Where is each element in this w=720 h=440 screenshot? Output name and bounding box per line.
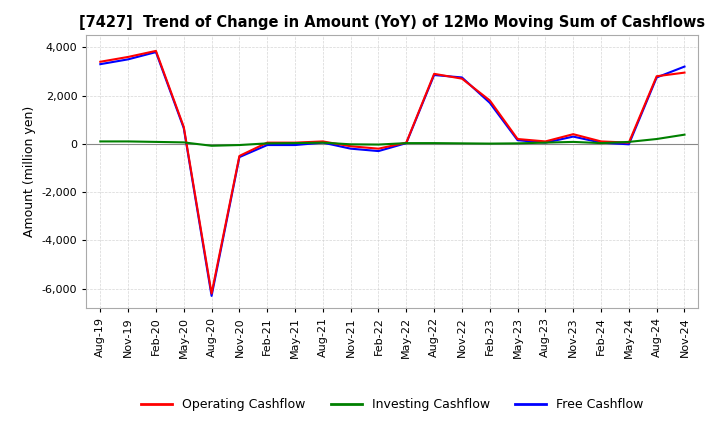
Investing Cashflow: [597, 140, 606, 146]
Free Cashflow: [374, 148, 383, 154]
Operating Cashflow: [541, 139, 550, 144]
Operating Cashflow: [96, 59, 104, 64]
Investing Cashflow: [430, 140, 438, 146]
Operating Cashflow: [485, 98, 494, 103]
Operating Cashflow: [318, 139, 327, 144]
Free Cashflow: [346, 146, 355, 151]
Investing Cashflow: [179, 140, 188, 145]
Free Cashflow: [207, 293, 216, 299]
Operating Cashflow: [430, 71, 438, 77]
Operating Cashflow: [291, 140, 300, 145]
Operating Cashflow: [597, 139, 606, 144]
Investing Cashflow: [652, 136, 661, 142]
Line: Operating Cashflow: Operating Cashflow: [100, 51, 685, 293]
Free Cashflow: [485, 100, 494, 106]
Free Cashflow: [513, 138, 522, 143]
Investing Cashflow: [235, 143, 243, 148]
Investing Cashflow: [96, 139, 104, 144]
Operating Cashflow: [402, 140, 410, 145]
Investing Cashflow: [458, 141, 467, 146]
Operating Cashflow: [263, 140, 271, 145]
Free Cashflow: [458, 75, 467, 80]
Investing Cashflow: [569, 139, 577, 145]
Operating Cashflow: [152, 48, 161, 54]
Investing Cashflow: [207, 143, 216, 148]
Free Cashflow: [96, 62, 104, 67]
Operating Cashflow: [513, 136, 522, 142]
Investing Cashflow: [291, 140, 300, 146]
Operating Cashflow: [652, 73, 661, 79]
Operating Cashflow: [458, 76, 467, 81]
Investing Cashflow: [680, 132, 689, 137]
Line: Free Cashflow: Free Cashflow: [100, 52, 685, 296]
Investing Cashflow: [152, 139, 161, 145]
Investing Cashflow: [374, 142, 383, 147]
Operating Cashflow: [207, 291, 216, 296]
Investing Cashflow: [624, 139, 633, 145]
Investing Cashflow: [485, 141, 494, 146]
Free Cashflow: [235, 154, 243, 160]
Operating Cashflow: [680, 70, 689, 75]
Free Cashflow: [291, 143, 300, 148]
Operating Cashflow: [235, 153, 243, 158]
Free Cashflow: [652, 75, 661, 80]
Investing Cashflow: [346, 142, 355, 147]
Operating Cashflow: [569, 132, 577, 137]
Free Cashflow: [179, 125, 188, 131]
Investing Cashflow: [124, 139, 132, 144]
Free Cashflow: [624, 142, 633, 147]
Operating Cashflow: [124, 54, 132, 59]
Operating Cashflow: [624, 140, 633, 145]
Free Cashflow: [680, 64, 689, 69]
Title: [7427]  Trend of Change in Amount (YoY) of 12Mo Moving Sum of Cashflows: [7427] Trend of Change in Amount (YoY) o…: [79, 15, 706, 30]
Investing Cashflow: [513, 141, 522, 146]
Free Cashflow: [569, 134, 577, 139]
Free Cashflow: [597, 140, 606, 145]
Free Cashflow: [541, 140, 550, 145]
Investing Cashflow: [318, 140, 327, 145]
Investing Cashflow: [541, 140, 550, 145]
Free Cashflow: [430, 73, 438, 78]
Free Cashflow: [124, 57, 132, 62]
Legend: Operating Cashflow, Investing Cashflow, Free Cashflow: Operating Cashflow, Investing Cashflow, …: [136, 393, 649, 416]
Operating Cashflow: [346, 143, 355, 149]
Free Cashflow: [263, 143, 271, 148]
Investing Cashflow: [263, 141, 271, 146]
Line: Investing Cashflow: Investing Cashflow: [100, 135, 685, 146]
Operating Cashflow: [179, 124, 188, 129]
Free Cashflow: [318, 140, 327, 145]
Y-axis label: Amount (million yen): Amount (million yen): [23, 106, 36, 237]
Free Cashflow: [402, 140, 410, 146]
Operating Cashflow: [374, 146, 383, 151]
Investing Cashflow: [402, 140, 410, 146]
Free Cashflow: [152, 49, 161, 55]
